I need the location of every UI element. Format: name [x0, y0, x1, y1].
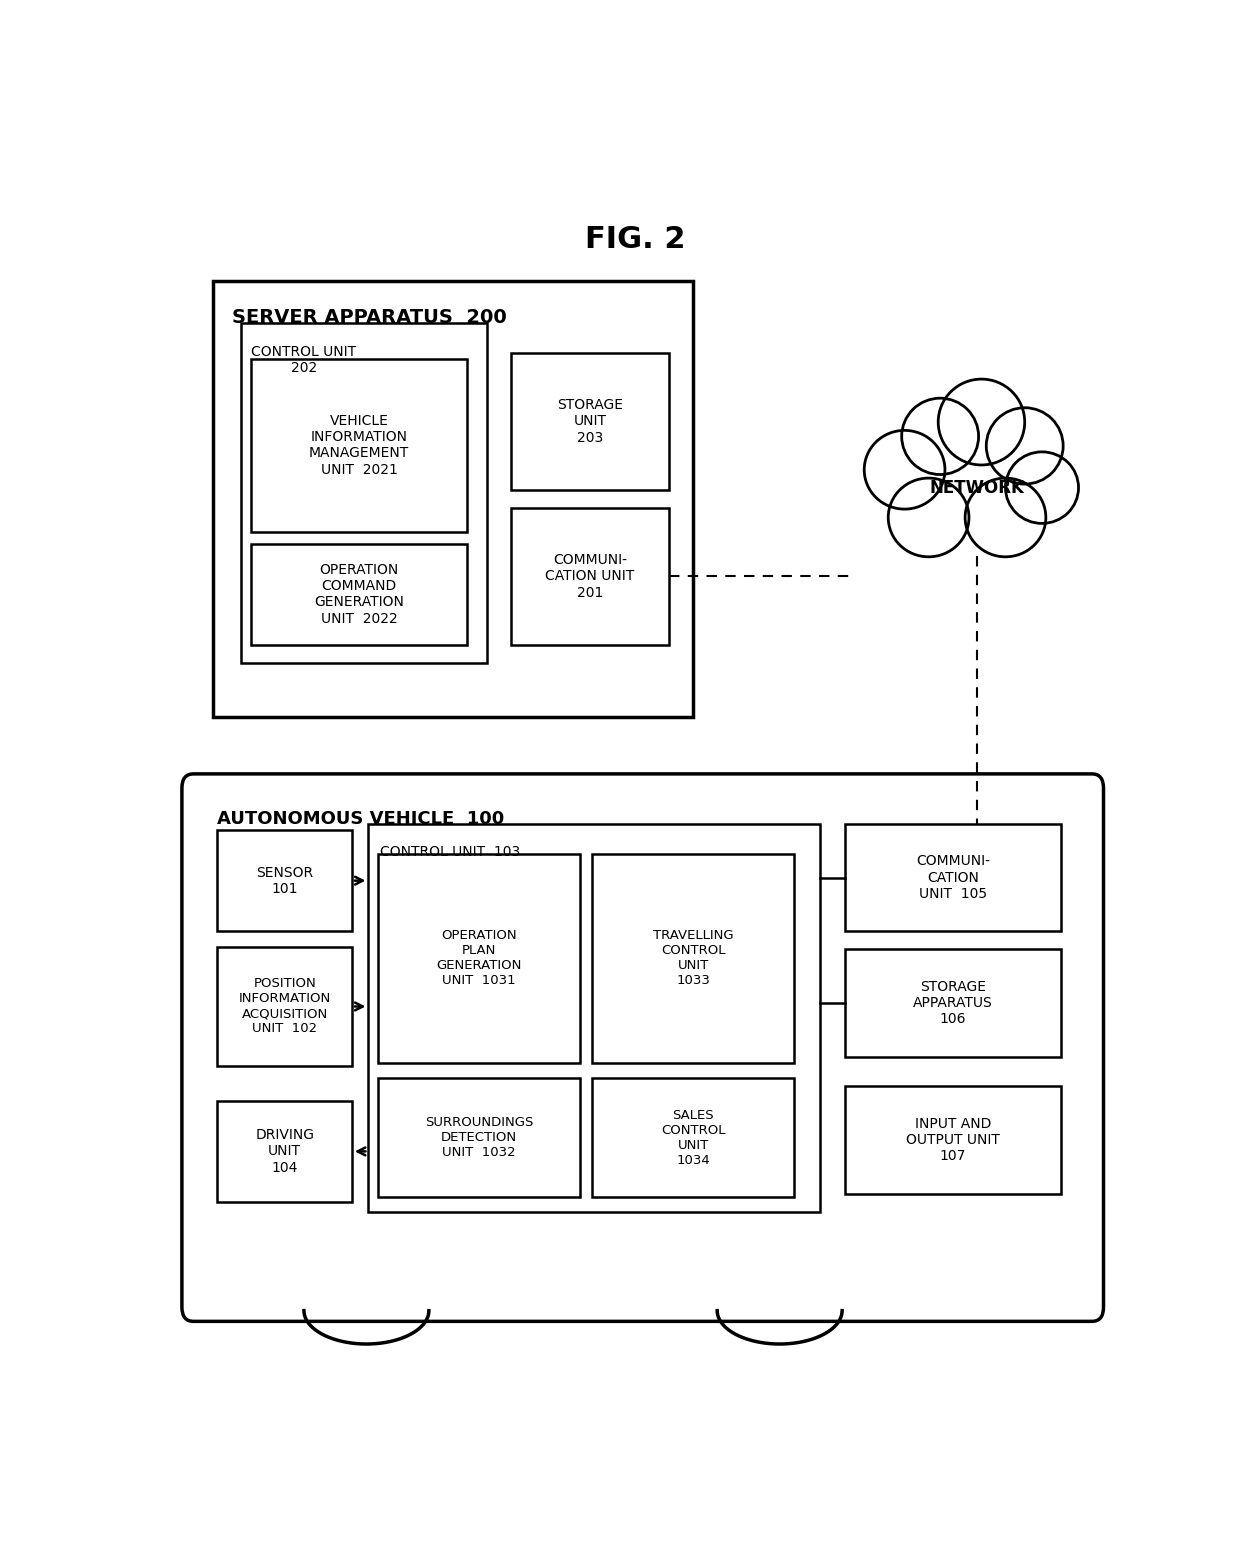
- Bar: [844, 824, 1061, 931]
- Text: CONTROL UNIT
202: CONTROL UNIT 202: [250, 344, 356, 375]
- FancyBboxPatch shape: [182, 774, 1104, 1321]
- Bar: [250, 544, 467, 644]
- Ellipse shape: [888, 479, 968, 556]
- Text: POSITION
INFORMATION
ACQUISITION
UNIT  102: POSITION INFORMATION ACQUISITION UNIT 10…: [238, 977, 331, 1035]
- Bar: [217, 1101, 352, 1202]
- Text: VEHICLE
INFORMATION
MANAGEMENT
UNIT  2021: VEHICLE INFORMATION MANAGEMENT UNIT 2021: [309, 414, 409, 477]
- Polygon shape: [717, 1310, 842, 1345]
- Text: OPERATION
COMMAND
GENERATION
UNIT  2022: OPERATION COMMAND GENERATION UNIT 2022: [314, 564, 404, 626]
- Text: AUTONOMOUS VEHICLE  100: AUTONOMOUS VEHICLE 100: [217, 810, 505, 827]
- Text: SALES
CONTROL
UNIT
1034: SALES CONTROL UNIT 1034: [661, 1109, 725, 1166]
- Text: FIG. 2: FIG. 2: [585, 225, 686, 254]
- Text: COMMUNI-
CATION UNIT
201: COMMUNI- CATION UNIT 201: [546, 553, 635, 599]
- Ellipse shape: [890, 443, 1044, 520]
- Ellipse shape: [986, 407, 1063, 483]
- Text: TRAVELLING
CONTROL
UNIT
1033: TRAVELLING CONTROL UNIT 1033: [652, 929, 734, 987]
- Polygon shape: [304, 1310, 429, 1345]
- Bar: [242, 324, 486, 663]
- Bar: [250, 359, 467, 531]
- Text: COMMUNI-
CATION
UNIT  105: COMMUNI- CATION UNIT 105: [916, 855, 990, 902]
- Text: OPERATION
PLAN
GENERATION
UNIT  1031: OPERATION PLAN GENERATION UNIT 1031: [436, 929, 522, 987]
- Text: STORAGE
APPARATUS
106: STORAGE APPARATUS 106: [913, 979, 993, 1025]
- Text: SENSOR
101: SENSOR 101: [257, 866, 314, 895]
- Bar: [217, 830, 352, 931]
- Bar: [844, 1086, 1061, 1194]
- Text: STORAGE
UNIT
203: STORAGE UNIT 203: [557, 398, 622, 445]
- Bar: [368, 824, 820, 1211]
- Ellipse shape: [965, 479, 1045, 556]
- Text: SERVER APPARATUS  200: SERVER APPARATUS 200: [232, 308, 507, 327]
- Text: SURROUNDINGS
DETECTION
UNIT  1032: SURROUNDINGS DETECTION UNIT 1032: [424, 1117, 533, 1159]
- Text: NETWORK: NETWORK: [929, 479, 1024, 497]
- Bar: [511, 508, 670, 644]
- Ellipse shape: [1006, 452, 1079, 524]
- Bar: [213, 282, 693, 717]
- Bar: [378, 1078, 580, 1197]
- Text: INPUT AND
OUTPUT UNIT
107: INPUT AND OUTPUT UNIT 107: [906, 1117, 999, 1163]
- Bar: [593, 1078, 794, 1197]
- Ellipse shape: [939, 380, 1024, 465]
- Bar: [593, 853, 794, 1063]
- Text: DRIVING
UNIT
104: DRIVING UNIT 104: [255, 1128, 314, 1174]
- Bar: [217, 946, 352, 1066]
- Text: CONTROL UNIT  103: CONTROL UNIT 103: [379, 846, 520, 860]
- Bar: [844, 950, 1061, 1056]
- Bar: [378, 853, 580, 1063]
- Ellipse shape: [901, 398, 978, 474]
- Bar: [511, 353, 670, 489]
- Ellipse shape: [864, 431, 945, 510]
